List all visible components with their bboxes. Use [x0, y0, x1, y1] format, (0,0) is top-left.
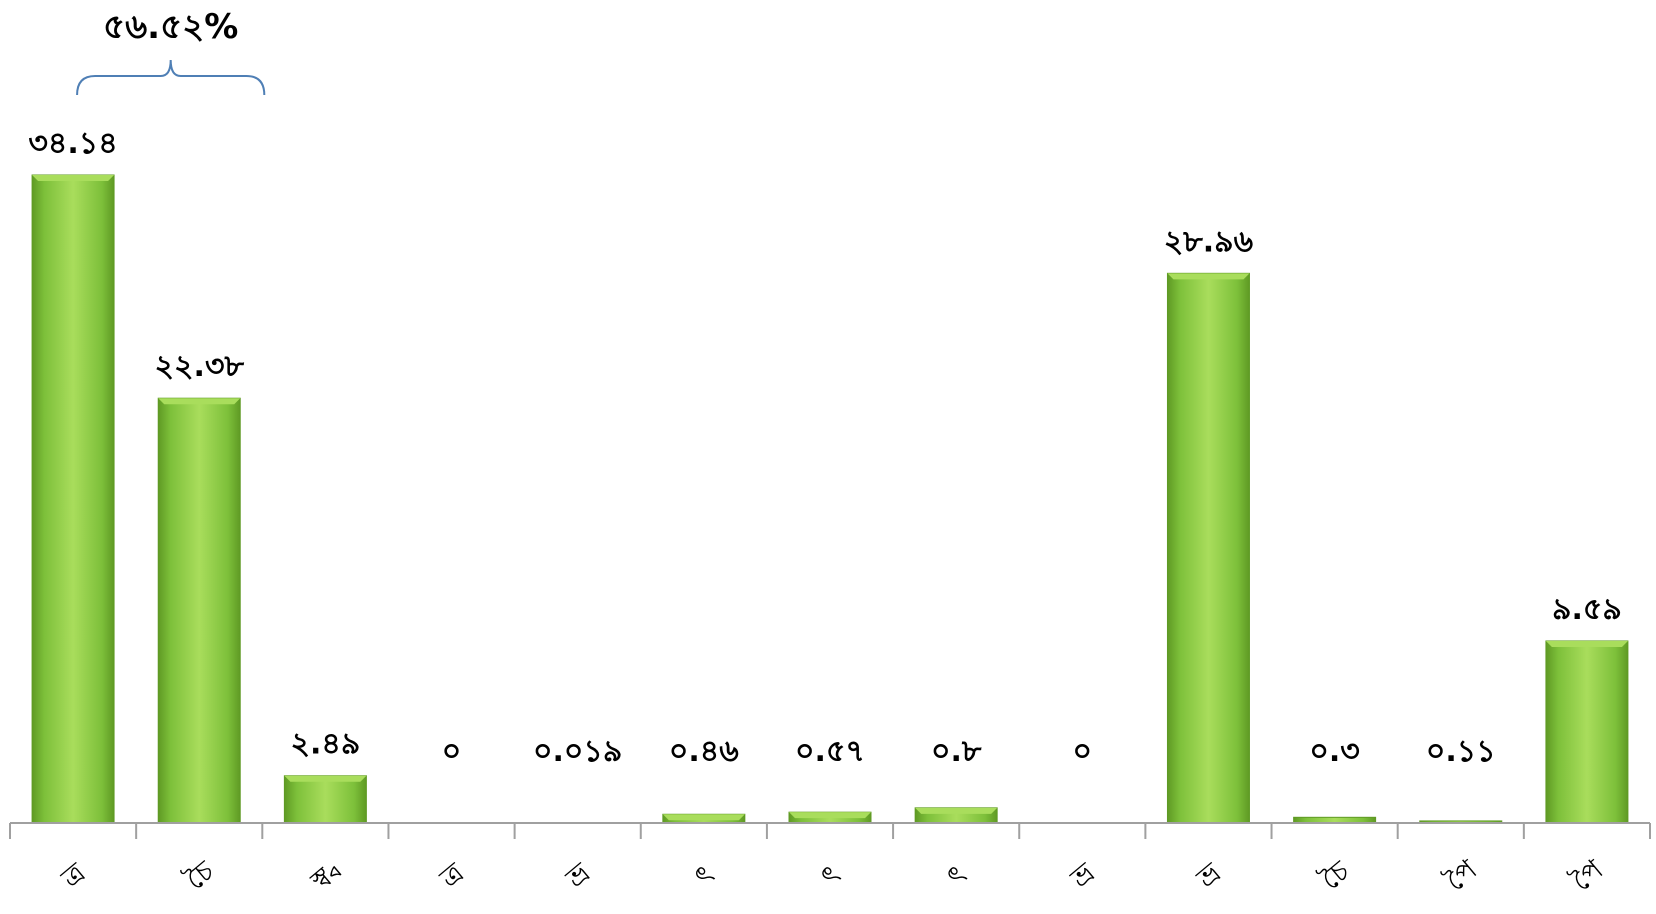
data-label: ০.০১৯	[533, 734, 622, 769]
bar	[1167, 273, 1249, 823]
category-label: ৎ	[688, 858, 721, 893]
data-label: ২৮.৯৬	[1164, 224, 1254, 259]
data-labels: ৩৪.১৪ ২২.৩৮ ২.৪৯ ০ ০.০১৯ ০.৪৬ ০.৫৭ ০.৮ ০ ২৮.৯৬ ০.৩…	[28, 126, 1621, 769]
group-brace: ৫৬.৫২%	[77, 7, 264, 95]
bar-bevel	[158, 398, 240, 404]
bar	[915, 808, 997, 823]
data-label: ০.১১	[1426, 734, 1496, 769]
bar-bevel	[1167, 273, 1249, 279]
bar-body	[284, 776, 366, 823]
data-label: ০.৪৬	[669, 734, 739, 769]
bar-body	[32, 175, 114, 823]
category-label: ভ্ৰ	[559, 856, 597, 895]
category-label: ৎ	[940, 858, 973, 893]
x-axis	[10, 823, 1650, 839]
bar	[663, 814, 745, 823]
category-label: চৈ	[179, 854, 221, 897]
data-label: ০.৩	[1309, 734, 1359, 769]
bar-bevel	[284, 776, 366, 782]
category-label: ত্ৰ	[433, 856, 471, 895]
data-label: ৩৪.১৪	[28, 126, 117, 161]
category-label: ভ্ৰ	[1190, 856, 1228, 895]
category-label: ভ্ৰ	[1063, 856, 1101, 895]
group-total-label: ৫৬.৫২%	[103, 7, 238, 47]
bar	[32, 175, 114, 823]
category-labels: ত্ৰ চৈ স্ব্ব ত্ৰ ভ্ৰ ৎ ৎ ৎ ভ্ৰ ভ্ৰ চৈ পৈ পৈ	[54, 852, 1610, 897]
data-label: ০.৫৭	[795, 734, 865, 769]
data-label: ০	[442, 734, 462, 769]
category-label: পৈ	[1439, 852, 1484, 897]
bar-body	[1167, 273, 1249, 823]
bar	[158, 398, 240, 823]
data-label: ০	[1073, 734, 1093, 769]
bar-bevel	[1546, 641, 1628, 647]
data-label: ০.৮	[931, 734, 982, 769]
bar-series	[32, 175, 1628, 823]
category-label: চৈ	[1314, 854, 1356, 897]
data-label: ২.৪৯	[290, 727, 360, 762]
bar-body	[158, 398, 240, 823]
category-label: ত্ৰ	[54, 856, 92, 895]
category-label: ৎ	[814, 858, 847, 893]
bar	[1546, 641, 1628, 823]
category-label: পৈ	[1565, 852, 1610, 897]
bar-body	[1546, 641, 1628, 823]
category-label: স্ব্ব	[304, 854, 347, 898]
bar-bevel	[915, 808, 997, 814]
bar-bevel	[789, 812, 871, 818]
data-label: ৯.৫৯	[1552, 592, 1622, 627]
bar	[284, 776, 366, 823]
bar	[789, 812, 871, 823]
data-label: ২২.৩৮	[155, 349, 245, 384]
brace-shape	[77, 60, 264, 95]
bar-bevel	[663, 814, 745, 820]
bar-bevel	[32, 175, 114, 181]
